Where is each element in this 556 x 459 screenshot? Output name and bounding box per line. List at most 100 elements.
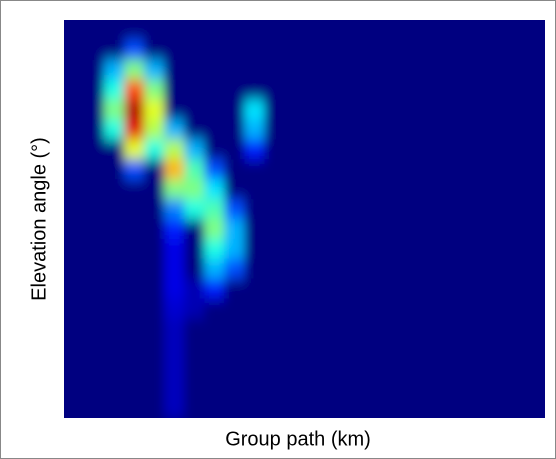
heatmap-cell	[84, 298, 105, 319]
heatmap-cell	[84, 20, 105, 41]
heatmap-cell	[484, 278, 506, 300]
heatmap-cell	[124, 179, 145, 200]
heatmap-cell	[64, 179, 85, 200]
heatmap-cell	[264, 338, 285, 359]
heatmap-cell	[124, 398, 145, 418]
heatmap-cell	[364, 159, 386, 180]
heatmap-cell	[324, 79, 346, 101]
heatmap-cell	[484, 238, 506, 260]
heatmap-cell	[404, 238, 426, 260]
heatmap-cell	[284, 79, 305, 101]
heatmap-cell	[384, 179, 406, 200]
heatmap-cell	[464, 258, 486, 280]
heatmap-cell	[464, 318, 486, 339]
heatmap-cell	[104, 298, 125, 319]
heatmap-cell	[64, 79, 85, 101]
heatmap-cell	[184, 119, 205, 140]
heatmap-cell	[444, 378, 466, 399]
heatmap-cell	[484, 179, 506, 200]
heatmap-cell	[224, 219, 245, 240]
heatmap-cell	[524, 159, 545, 180]
heatmap-cell	[124, 99, 145, 120]
heatmap-cell	[124, 338, 145, 359]
heatmap-cell	[244, 20, 265, 41]
heatmap-cell	[124, 79, 145, 101]
heatmap-cell	[384, 238, 406, 260]
heatmap-cell	[104, 258, 125, 280]
heatmap-cell	[204, 59, 225, 81]
heatmap-cell	[84, 119, 105, 140]
heatmap-cell	[424, 398, 446, 418]
heatmap-cell	[364, 20, 386, 41]
heatmap-cell	[444, 258, 466, 280]
heatmap-cell	[424, 59, 446, 81]
heatmap-cell	[504, 139, 526, 160]
heatmap-cell	[364, 258, 386, 280]
heatmap-cell	[404, 20, 426, 41]
heatmap-cell	[304, 278, 326, 300]
heatmap-cell	[424, 318, 446, 339]
heatmap-cell	[304, 199, 326, 220]
heatmap-cell	[84, 139, 105, 160]
heatmap-cell	[364, 99, 386, 120]
heatmap-cell	[204, 298, 225, 319]
heatmap-cell	[224, 59, 245, 81]
heatmap-cell	[204, 199, 225, 220]
heatmap-cell	[164, 99, 185, 120]
heatmap-cell	[504, 20, 526, 41]
heatmap-cell	[244, 398, 265, 418]
heatmap-cell	[464, 358, 486, 379]
heatmap-cell	[484, 398, 506, 418]
heatmap-cell	[404, 258, 426, 280]
heatmap-cell	[424, 179, 446, 200]
heatmap-cell	[464, 398, 486, 418]
heatmap-cell	[184, 358, 205, 379]
heatmap-cell	[284, 338, 305, 359]
heatmap-cell	[284, 20, 305, 41]
heatmap-cell	[504, 59, 526, 81]
heatmap-cell	[264, 278, 285, 300]
heatmap-cell	[344, 338, 366, 359]
heatmap-cell	[204, 398, 225, 418]
heatmap-cell	[364, 199, 386, 220]
heatmap-cell	[444, 219, 466, 240]
heatmap-cell	[484, 358, 506, 379]
heatmap-cell	[84, 278, 105, 300]
heatmap-cell	[204, 159, 225, 180]
heatmap-cell	[184, 39, 205, 61]
heatmap-cell	[204, 79, 225, 101]
heatmap-cell	[324, 338, 346, 359]
heatmap-cell	[404, 219, 426, 240]
heatmap-cell	[124, 20, 145, 41]
heatmap-cell	[64, 20, 85, 41]
heatmap-cell	[84, 258, 105, 280]
heatmap-cell	[344, 258, 366, 280]
heatmap-cell	[444, 79, 466, 101]
heatmap-cell	[284, 278, 305, 300]
heatmap-cell	[424, 298, 446, 319]
heatmap-cell	[144, 338, 165, 359]
heatmap-cell	[384, 39, 406, 61]
heatmap-cell	[124, 139, 145, 160]
heatmap-cell	[224, 298, 245, 319]
heatmap-cell	[364, 278, 386, 300]
heatmap-cell	[384, 378, 406, 399]
heatmap-cell	[344, 39, 366, 61]
heatmap-cell	[124, 378, 145, 399]
heatmap-cell	[124, 119, 145, 140]
heatmap-cell	[204, 39, 225, 61]
heatmap-cell	[364, 139, 386, 160]
heatmap-cell	[204, 179, 225, 200]
heatmap-cell	[184, 238, 205, 260]
heatmap-cell	[524, 139, 545, 160]
heatmap-cell	[284, 39, 305, 61]
heatmap-cell	[244, 318, 265, 339]
heatmap-cell	[84, 318, 105, 339]
heatmap-cell	[224, 119, 245, 140]
heatmap-cell	[404, 378, 426, 399]
heatmap-cell	[484, 119, 506, 140]
heatmap-cell	[504, 338, 526, 359]
heatmap-cell	[144, 119, 165, 140]
heatmap-cell	[424, 358, 446, 379]
